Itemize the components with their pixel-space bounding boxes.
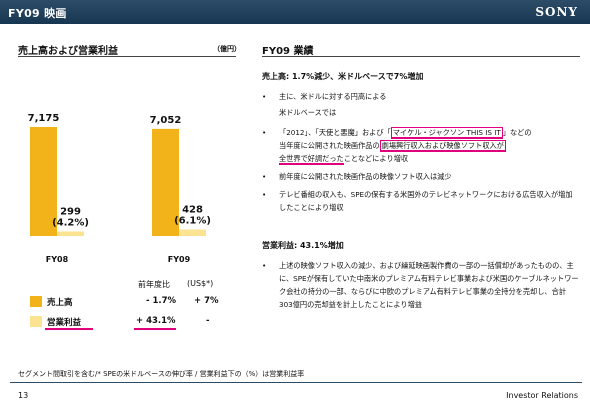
op-income-yoy: + 43.1% [136, 316, 176, 326]
highlight-box-office: 劇場興行収入および映像ソフト収入が [379, 140, 506, 152]
right-divider [262, 56, 580, 57]
sony-logo: SONY [535, 5, 578, 19]
op-income-swatch [30, 316, 42, 327]
investor-relations-label: Investor Relations [506, 391, 578, 400]
footer-divider [10, 382, 582, 383]
bar-sales-fy09 [152, 128, 179, 236]
sales-label: 売上高 [47, 298, 73, 308]
bullet-op-income: • 上述の映像ソフト収入の減少、および繰延映画製作費の一部の一括償却があったもの… [262, 261, 579, 309]
data-label-op-income-fy08: 299 [60, 206, 81, 217]
legend-row-sales: 売上高 - 1.7% + 7% [30, 294, 230, 310]
page-number: 13 [18, 391, 29, 400]
category-label-fy08: FY08 [46, 255, 69, 264]
yoy-header: 前年度比 [138, 280, 170, 289]
data-label-op-income-fy08-margin: (4.2%) [52, 217, 89, 228]
bar-op-income-fy09 [179, 229, 206, 236]
op-income-yoy-underline [134, 328, 176, 330]
legend-row-op-income: 営業利益 + 43.1% - [30, 314, 230, 330]
data-label-sales-fy09: 7,052 [150, 115, 182, 126]
data-label-sales-fy08: 7,175 [28, 113, 60, 124]
chart-title: 売上高および営業利益 [18, 46, 118, 57]
sales-swatch [30, 296, 42, 307]
highlight-worldwide: 全世界で好調だった [279, 154, 344, 165]
chart-unit: （億円） [213, 45, 241, 53]
sales-heading: 売上高: 1.7%減少、米ドルベースで7%増加 [262, 72, 424, 81]
slide-title: FY09 映画 [8, 7, 67, 20]
data-label-op-income-fy09-margin: (6.1%) [174, 215, 211, 226]
header-bar: FY09 映画 SONY [0, 0, 590, 24]
bullet-films: • 「2012」、「天使と悪魔」および「 マイケル・ジャクソン THIS IS I… [262, 127, 532, 165]
op-income-underline [45, 328, 93, 330]
category-label-fy09: FY09 [168, 255, 191, 264]
footnote: セグメント間取引を含む/* SPEの米ドルベースの伸び率 / 営業利益下の（%）… [18, 370, 305, 378]
left-divider [18, 56, 236, 57]
bar-sales-fy08 [30, 127, 57, 236]
results-title: FY09 業績 [262, 46, 314, 57]
highlight-this-is-it: マイケル・ジャクソン THIS IS IT [390, 127, 503, 139]
op-income-usd: - [206, 316, 210, 326]
bar-chart: 7,175 299(4.2%) FY08 7,052 428(6.1%) FY09 [28, 113, 211, 264]
bar-op-income-fy08 [57, 231, 84, 236]
op-income-label: 営業利益 [47, 318, 82, 328]
sales-usd: + 7% [194, 296, 219, 306]
op-income-heading: 営業利益: 43.1%増加 [262, 241, 344, 250]
usd-header: (US$*) [187, 279, 214, 288]
bullet-tv: • テレビ番組の収入も、SPEの保有する米国外のテレビネットワークにおける広告収… [262, 190, 573, 212]
bullet-usd-basis: 米ドルベースでは [279, 108, 337, 117]
data-label-op-income-fy09: 428 [182, 204, 203, 215]
sales-yoy: - 1.7% [146, 296, 177, 306]
